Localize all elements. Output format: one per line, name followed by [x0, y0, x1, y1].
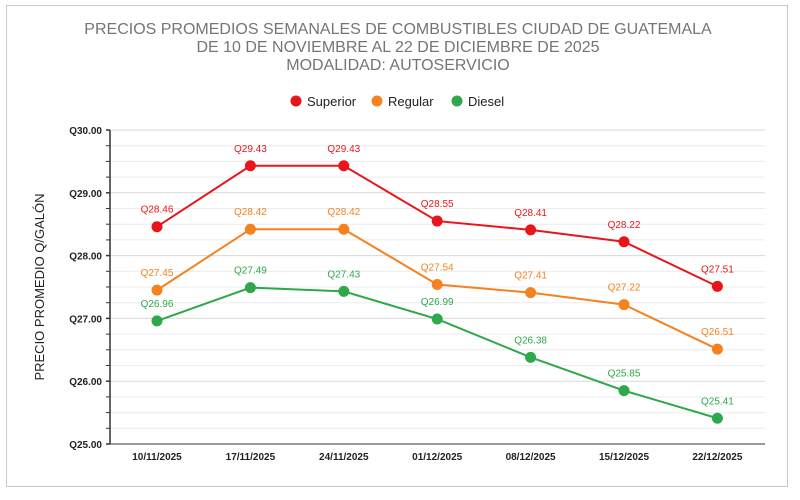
data-label-superior: Q29.43 [327, 144, 360, 155]
y-tick-label: Q26.00 [69, 377, 102, 388]
data-point-diesel [711, 412, 723, 424]
y-tick-label: Q30.00 [69, 126, 102, 137]
data-label-superior: Q29.43 [234, 144, 267, 155]
data-point-regular [618, 299, 630, 311]
x-tick-label: 17/11/2025 [226, 452, 276, 463]
y-tick-label: Q29.00 [69, 189, 102, 200]
data-point-regular [711, 343, 723, 355]
y-axis-label: PRECIO PROMEDIO Q/GALÓN [32, 193, 47, 380]
chart-title-line-1: PRECIOS PROMEDIOS SEMANALES DE COMBUSTIB… [84, 21, 712, 38]
y-tick-label: Q25.00 [69, 440, 102, 451]
data-point-superior [431, 215, 443, 227]
data-label-superior: Q28.46 [141, 205, 174, 216]
legend-label-superior: Superior [307, 94, 357, 109]
data-label-diesel: Q27.49 [234, 266, 267, 277]
data-point-diesel [151, 315, 163, 327]
x-tick-label: 24/11/2025 [319, 452, 369, 463]
legend-marker-regular [371, 95, 383, 107]
data-point-regular [244, 223, 256, 235]
data-point-superior [244, 160, 256, 172]
series: Q28.46 Q29.43 Q29.43 Q28.55 Q28.41 Q28.22 Q27.… [141, 144, 734, 424]
grid [110, 129, 765, 429]
data-label-regular: Q28.42 [327, 207, 360, 218]
data-point-superior [525, 224, 537, 236]
legend-label-diesel: Diesel [468, 94, 504, 109]
x-tick-label: 08/12/2025 [506, 452, 556, 463]
data-label-diesel: Q26.96 [141, 299, 174, 310]
data-point-superior [151, 221, 163, 233]
legend: Superior Regular Diesel [290, 94, 504, 109]
chart-title-line-3: MODALIDAD: AUTOSERVICIO [286, 57, 509, 74]
x-tick-label: 10/11/2025 [132, 452, 182, 463]
data-point-regular [151, 284, 163, 296]
data-label-diesel: Q26.99 [421, 297, 454, 308]
data-point-diesel [431, 313, 443, 325]
data-point-superior [618, 236, 630, 248]
data-label-regular: Q27.45 [141, 268, 174, 279]
data-point-diesel [338, 285, 350, 297]
data-label-regular: Q26.51 [701, 327, 734, 338]
data-point-superior [711, 280, 723, 292]
data-label-superior: Q28.55 [421, 199, 454, 210]
data-label-regular: Q27.22 [608, 283, 641, 294]
data-label-diesel: Q25.85 [608, 369, 641, 380]
legend-label-regular: Regular [388, 94, 434, 109]
data-point-superior [338, 160, 350, 172]
data-point-regular [431, 278, 443, 290]
data-label-superior: Q27.51 [701, 264, 734, 275]
data-label-regular: Q28.42 [234, 207, 267, 218]
data-point-diesel [525, 351, 537, 363]
legend-marker-diesel [451, 95, 463, 107]
chart-frame [6, 5, 788, 487]
axes: Q25.00 Q26.00 Q27.00 Q28.00 Q29.00 Q30.00 10/1… [69, 126, 765, 463]
data-point-regular [338, 223, 350, 235]
x-tick-label: 22/12/2025 [692, 452, 742, 463]
data-label-superior: Q28.41 [514, 208, 547, 219]
data-point-diesel [618, 385, 630, 397]
data-label-superior: Q28.22 [608, 220, 641, 231]
legend-marker-superior [290, 95, 302, 107]
y-tick-label: Q28.00 [69, 252, 102, 263]
data-point-regular [525, 287, 537, 299]
chart-title-line-2: DE 10 DE NOVIEMBRE AL 22 DE DICIEMBRE DE… [196, 39, 599, 56]
data-label-diesel: Q25.41 [701, 396, 734, 407]
x-tick-label: 15/12/2025 [599, 452, 649, 463]
x-tick-label: 01/12/2025 [412, 452, 462, 463]
data-point-diesel [244, 282, 256, 294]
data-label-regular: Q27.41 [514, 271, 547, 282]
y-tick-label: Q27.00 [69, 314, 102, 325]
data-label-regular: Q27.54 [421, 262, 454, 273]
data-label-diesel: Q26.38 [514, 335, 547, 346]
data-label-diesel: Q27.43 [327, 269, 360, 280]
